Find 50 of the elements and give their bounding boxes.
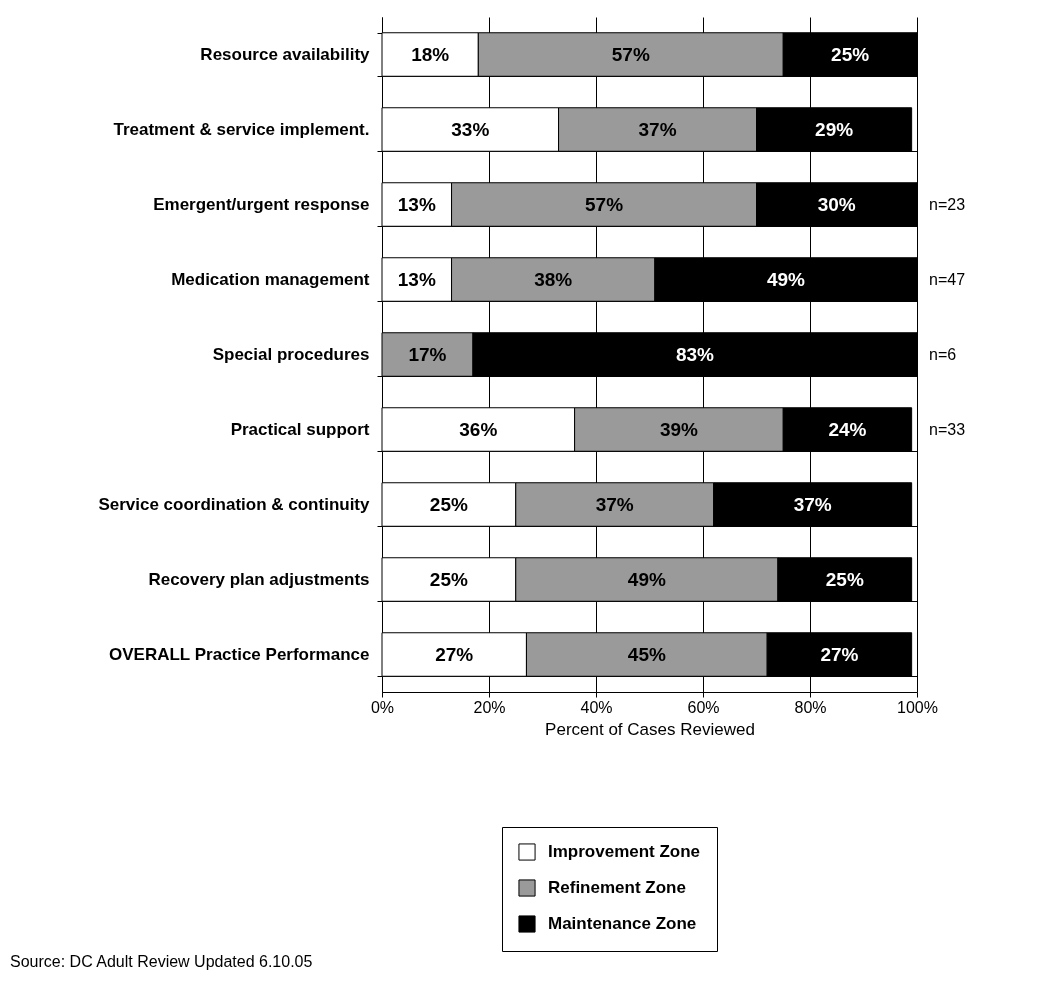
x-axis-title: Percent of Cases Reviewed [545,719,755,739]
data-label: 18% [411,43,450,65]
data-label: 25% [429,493,468,515]
legend-label: Improvement Zone [548,842,701,861]
text: n=33 [929,420,966,438]
data-label: 13% [397,268,436,290]
data-label: 37% [638,118,677,140]
legend-label: Refinement Zone [548,878,686,897]
data-label: 25% [831,43,870,65]
data-label: 37% [595,493,634,515]
x-tick-label: 40% [580,698,613,716]
data-label: 83% [675,343,715,365]
data-label: 49% [627,568,666,590]
data-label: 38% [534,268,573,290]
y-tick-label: Service coordination & continuity [98,495,371,514]
data-label: 37% [793,493,832,515]
y-tick-label: Special procedures [212,345,370,364]
data-label: 13% [397,193,436,215]
legend-label: Maintenance Zone [548,914,697,933]
y-tick-label: Practical support [230,420,370,439]
x-tick-label: 20% [473,698,506,716]
text: n=47 [929,270,966,288]
data-label: 29% [815,118,854,140]
x-tick-label: 100% [897,698,938,716]
data-label: 25% [429,568,468,590]
data-label: 49% [766,268,806,290]
data-label: 39% [659,418,699,440]
data-label: 36% [459,418,498,440]
x-tick-label: 80% [794,698,827,716]
y-tick-label: Resource availability [200,45,371,64]
text: n=6 [929,345,957,363]
y-tick-label: Recovery plan adjustments [148,570,370,589]
x-tick-label: 60% [687,698,720,716]
data-label: 33% [451,118,490,140]
data-label: 45% [627,643,666,665]
y-tick-label: Emergent/urgent response [153,195,370,214]
data-label: 25% [825,568,864,590]
data-label: 17% [408,343,447,365]
data-label: 30% [817,193,856,215]
data-label: 57% [611,43,650,65]
y-tick-label: Treatment & service implement. [113,120,370,139]
data-label: 27% [820,643,859,665]
source-note: Source: DC Adult Review Updated 6.10.05 [10,953,313,970]
data-label: 27% [435,643,474,665]
data-label: 57% [585,193,624,215]
text: n=23 [929,195,966,213]
data-label: 24% [828,418,867,440]
y-tick-label: OVERALL Practice Performance [109,645,370,664]
x-tick-label: 0% [370,698,395,716]
y-tick-label: Medication management [171,270,370,289]
